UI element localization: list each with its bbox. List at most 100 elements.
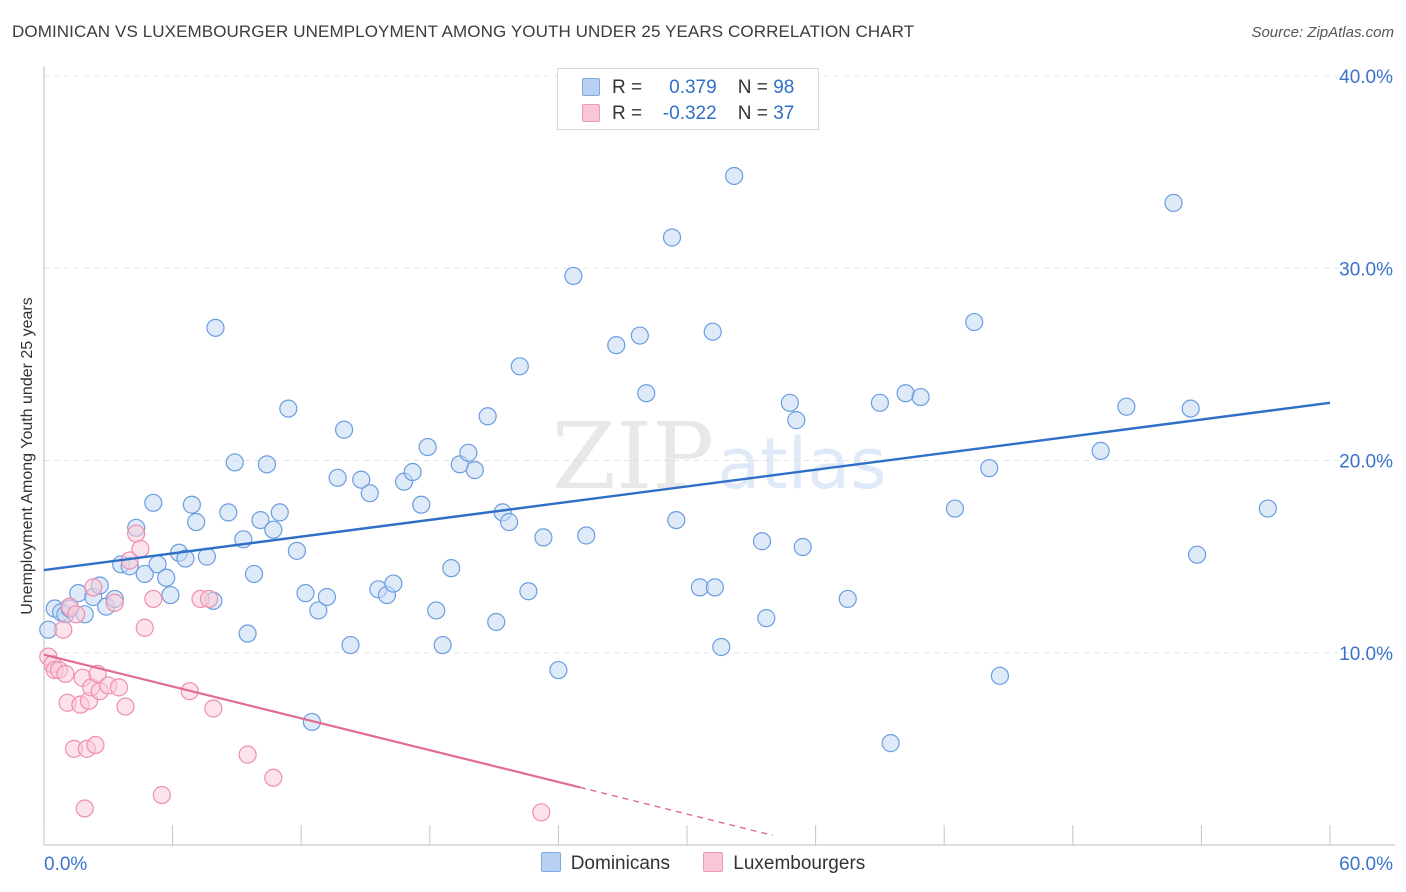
legend-row-dominicans: R = 0.379 N = 98 (582, 77, 794, 99)
dominicans-trend-line (43, 401, 1331, 572)
dominicans-point-34 (270, 503, 289, 522)
r-label: R = (612, 77, 643, 98)
dominicans-point-53 (427, 601, 446, 620)
dominicans-point-59 (478, 407, 497, 426)
dominicans-point-58 (465, 461, 484, 480)
dominicans-point-70 (630, 326, 649, 345)
luxembourgers-point-29 (152, 785, 171, 805)
luxembourgers-point-21 (105, 593, 124, 612)
dominicans-point-41 (328, 468, 347, 487)
series-legend: Dominicans Luxembourgers (0, 852, 1406, 875)
luxembourgers-point-23 (116, 697, 135, 716)
dominicans-point-80 (757, 609, 776, 628)
legend-swatch-dominicans (582, 78, 600, 96)
chart-title: DOMINICAN VS LUXEMBOURGER UNEMPLOYMENT A… (12, 22, 915, 41)
dominicans-point-22 (187, 512, 206, 532)
dominicans-point-97 (1188, 545, 1207, 564)
trend-lines (43, 401, 1331, 837)
dominicans-point-18 (161, 585, 180, 605)
dominicans-point-39 (309, 601, 328, 620)
y-axis-title: Unemployment Among Youth under 25 years (19, 297, 36, 615)
dominicans-point-84 (838, 589, 857, 609)
dominicans-point-36 (287, 541, 307, 560)
dominicans-point-51 (412, 495, 431, 514)
dominicans-point-88 (911, 387, 930, 407)
dominicans-point-62 (500, 512, 519, 532)
dominicans-point-89 (945, 499, 965, 518)
dominicans-point-27 (225, 453, 244, 472)
r-label: R = (612, 103, 643, 124)
dominicans-point-57 (459, 443, 478, 462)
dominicans-point-37 (296, 584, 315, 603)
luxembourgers-trend-extension (579, 786, 773, 837)
dominicans-point-30 (244, 564, 264, 584)
dominicans-point-50 (403, 462, 422, 482)
dominicans-point-54 (433, 635, 452, 655)
y-tick-label-3: 40.0% (1339, 67, 1393, 88)
legend-label-dominicans: Dominicans (570, 853, 670, 874)
dominicans-point-72 (662, 228, 682, 247)
dominicans-point-44 (352, 470, 371, 489)
dominicans-point-14 (135, 564, 154, 584)
luxembourgers-point-5 (56, 664, 75, 683)
luxembourgers-trend-line (43, 653, 581, 789)
luxembourgers-point-16 (84, 578, 103, 597)
dominicans-point-20 (176, 549, 195, 568)
n-label: N = (737, 77, 768, 98)
dominicans-point-83 (793, 537, 812, 557)
dominicans-point-33 (264, 520, 283, 539)
dominicans-point-66 (549, 660, 568, 680)
dominicans-point-26 (219, 503, 238, 522)
dominicans-point-95 (1164, 193, 1183, 212)
dominicans-point-91 (980, 459, 999, 478)
luxembourgers-point-12 (75, 799, 94, 818)
luxembourgers-point-4 (54, 620, 73, 639)
luxembourgers-point-26 (131, 539, 150, 559)
dominicans-point-73 (667, 510, 686, 530)
luxembourgers-point-22 (109, 678, 129, 697)
dominicans-point-21 (182, 495, 201, 514)
dominicans-point-67 (564, 266, 583, 286)
dominicans-point-63 (510, 357, 529, 376)
luxembourgers-point-33 (204, 699, 223, 718)
n-label: N = (737, 103, 768, 124)
dominicans-point-79 (752, 532, 772, 551)
dominicans-point-35 (279, 399, 298, 418)
dominicans-point-64 (519, 582, 538, 601)
dominicans-point-48 (384, 574, 403, 593)
grid-lines (43, 66, 1395, 846)
dominicans-point-40 (317, 587, 337, 607)
dominicans-point-85 (870, 393, 890, 412)
y-tick-label-0: 10.0% (1339, 644, 1393, 665)
x-tick-labels: 0.0% 60.0% (44, 854, 1393, 875)
legend-label-luxembourgers: Luxembourgers (733, 853, 866, 874)
legend-item-dominicans: Dominicans (540, 852, 670, 875)
dominicans-point-68 (577, 526, 596, 545)
dominicans-point-60 (487, 612, 506, 632)
y-tick-label-1: 20.0% (1339, 452, 1393, 473)
dominicans-point-98 (1258, 499, 1277, 518)
series-luxembourgers (39, 524, 551, 822)
dominicans-point-87 (896, 384, 915, 403)
dominicans-point-32 (257, 455, 277, 474)
luxembourgers-point-27 (135, 618, 154, 637)
luxembourgers-point-9 (67, 605, 86, 624)
luxembourgers-point-34 (238, 745, 257, 764)
dominicans-point-25 (206, 318, 225, 337)
legend-swatch-dominicans (540, 852, 561, 872)
correlation-legend: R = 0.379 N = 98 R = -0.322 N = 37 (557, 68, 819, 130)
dominicans-point-31 (251, 510, 270, 530)
luxembourgers-point-32 (199, 589, 219, 609)
dominicans-point-71 (637, 384, 656, 403)
watermark-zip: ZIP (552, 403, 714, 510)
luxembourgers-point-36 (532, 803, 551, 822)
dominicans-point-55 (442, 559, 461, 578)
dominicans-point-77 (712, 637, 731, 657)
luxembourgers-point-17 (86, 735, 105, 755)
legend-row-luxembourgers: R = -0.322 N = 37 (582, 103, 794, 125)
n-value: 98 (773, 77, 795, 98)
dominicans-point-15 (144, 493, 163, 512)
dominicans-point-42 (334, 420, 354, 439)
dominicans-point-52 (418, 437, 437, 457)
